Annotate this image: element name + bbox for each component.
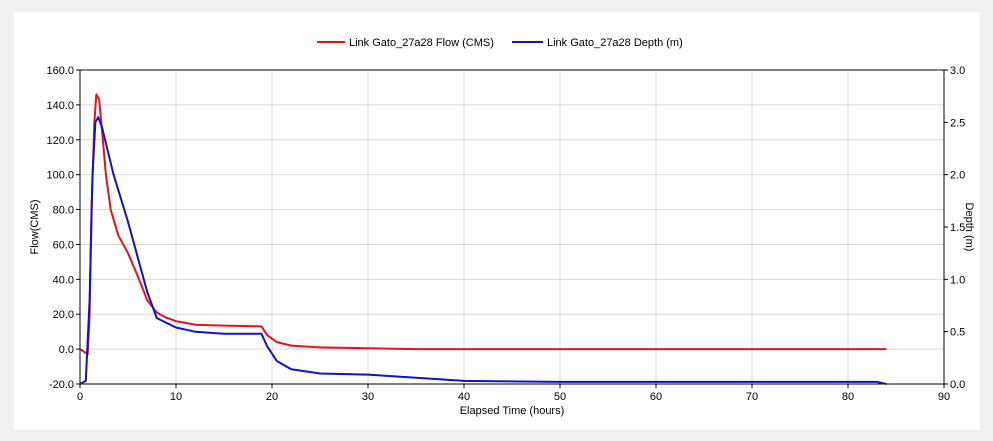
x-tick-label: 90 <box>938 391 950 403</box>
tick-layer: 0 10 20 30 40 50 60 70 80 90 -20.0 0.0 20.0 40.0 60.0 8… <box>46 65 965 403</box>
y-right-tick-label: 0.5 <box>950 327 965 339</box>
legend: Link Gato_27a28 Flow (CMS) Link Gato_27a… <box>317 37 683 49</box>
y-left-tick-label: -20.0 <box>49 379 74 391</box>
y-axis-right-title: Depth (m) <box>963 203 975 252</box>
series-line-flow <box>79 93 887 356</box>
y-left-tick-label: 60.0 <box>53 239 74 251</box>
x-tick-label: 10 <box>170 391 182 403</box>
chart-panel: 0 10 20 30 40 50 60 70 80 90 -20.0 0.0 20.0 40.0 60.0 8… <box>14 12 980 430</box>
x-tick-label: 20 <box>266 391 278 403</box>
x-tick-label: 40 <box>458 391 470 403</box>
x-tick-label: 80 <box>842 391 854 403</box>
y-right-tick-label: 2.5 <box>950 117 965 129</box>
y-right-tick-label: 1.0 <box>950 274 965 286</box>
x-tick-label: 30 <box>362 391 374 403</box>
y-left-tick-label: 40.0 <box>53 274 74 286</box>
legend-label-depth: Link Gato_27a28 Depth (m) <box>547 37 683 49</box>
x-tick-label: 70 <box>746 391 758 403</box>
y-left-tick-label: 20.0 <box>53 309 74 321</box>
plot-area <box>79 69 945 385</box>
legend-label-flow: Link Gato_27a28 Flow (CMS) <box>349 37 494 49</box>
series-line-depth <box>79 116 887 385</box>
y-left-tick-label: 140.0 <box>46 100 74 112</box>
y-left-tick-label: 100.0 <box>46 170 74 182</box>
y-right-tick-label: 1.5 <box>950 222 965 234</box>
chart-canvas: 0 10 20 30 40 50 60 70 80 90 -20.0 0.0 20.0 40.0 60.0 8… <box>29 37 975 417</box>
y-left-tick-label: 0.0 <box>59 344 74 356</box>
x-tick-label: 50 <box>554 391 566 403</box>
y-left-tick-label: 80.0 <box>53 205 74 217</box>
y-right-tick-label: 3.0 <box>950 65 965 77</box>
y-right-tick-label: 2.0 <box>950 170 965 182</box>
series-layer <box>79 93 887 385</box>
grid-lines <box>80 70 944 384</box>
y-left-tick-label: 120.0 <box>46 135 74 147</box>
y-right-tick-label: 0.0 <box>950 379 965 391</box>
x-axis-title: Elapsed Time (hours) <box>460 405 565 417</box>
x-tick-label: 0 <box>77 391 83 403</box>
y-left-tick-label: 160.0 <box>46 65 74 77</box>
x-tick-label: 60 <box>650 391 662 403</box>
y-axis-left-title: Flow(CMS) <box>29 200 41 255</box>
